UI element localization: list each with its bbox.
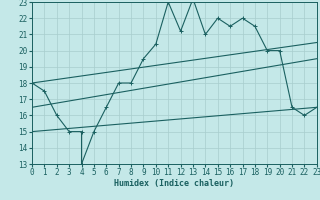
X-axis label: Humidex (Indice chaleur): Humidex (Indice chaleur) [115, 179, 234, 188]
